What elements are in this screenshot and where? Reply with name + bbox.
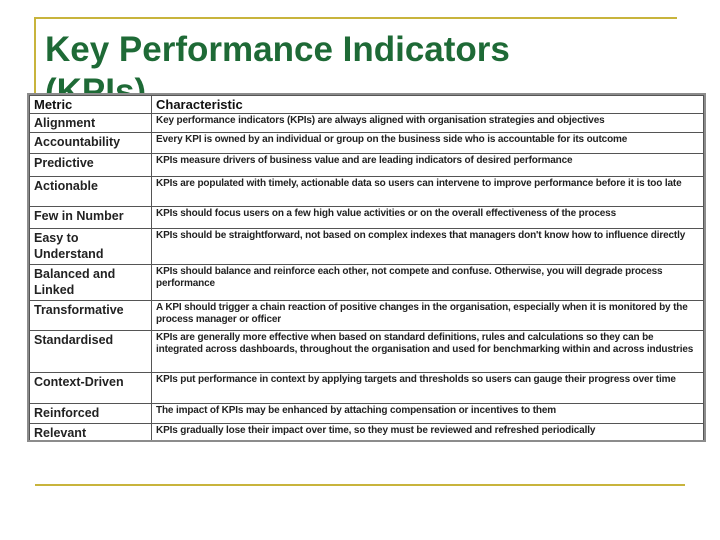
table-row: Accountability Every KPI is owned by an i… (29, 132, 704, 154)
characteristic-cell: Every KPI is owned by an individual or g… (151, 132, 704, 154)
top-rule (35, 17, 677, 19)
slide-title: Key Performance Indicators (45, 30, 510, 69)
characteristic-cell: KPIs should balance and reinforce each o… (151, 264, 704, 301)
bottom-rule (35, 484, 685, 486)
metric-cell: Few in Number (29, 206, 152, 229)
header-row: Metric Characteristic (29, 95, 704, 114)
characteristic-cell: The impact of KPIs may be enhanced by at… (151, 403, 704, 424)
characteristic-cell: KPIs should focus users on a few high va… (151, 206, 704, 229)
table-row: Alignment Key performance indicators (KPI… (29, 113, 704, 133)
metric-cell: Accountability (29, 132, 152, 154)
metric-cell: Actionable (29, 176, 152, 207)
table-row: Few in Number KPIs should focus users on … (29, 206, 704, 229)
side-rule (34, 17, 36, 97)
metric-cell: Alignment (29, 113, 152, 133)
characteristic-cell: KPIs put performance in context by apply… (151, 372, 704, 404)
characteristic-cell: A KPI should trigger a chain reaction of… (151, 300, 704, 331)
table-row: Standardised KPIs are generally more effe… (29, 330, 704, 373)
metric-cell: Context-Driven (29, 372, 152, 404)
table-row: Reinforced The impact of KPIs may be enha… (29, 403, 704, 424)
characteristic-cell: KPIs are populated with timely, actionab… (151, 176, 704, 207)
header-cell: Characteristic (151, 95, 704, 114)
metric-cell: Easy to Understand (29, 228, 152, 265)
metric-cell: Transformative (29, 300, 152, 331)
table-row: Balanced and Linked KPIs should balance a… (29, 264, 704, 301)
kpi-table: Metric Characteristic Alignment Key perfo… (29, 95, 704, 440)
table-row: Predictive KPIs measure drivers of busine… (29, 153, 704, 177)
table-row: Context-Driven KPIs put performance in co… (29, 372, 704, 404)
characteristic-cell: Key performance indicators (KPIs) are al… (151, 113, 704, 133)
characteristic-cell: KPIs gradually lose their impact over ti… (151, 423, 704, 440)
metric-cell: Relevant (29, 423, 152, 440)
metric-cell: Balanced and Linked (29, 264, 152, 301)
header-cell: Metric (29, 95, 152, 114)
table-row: Relevant KPIs gradually lose their impact… (29, 423, 704, 440)
kpi-table-frame: Metric Characteristic Alignment Key perfo… (27, 93, 706, 442)
characteristic-cell: KPIs measure drivers of business value a… (151, 153, 704, 177)
table-row: Easy to Understand KPIs should be straigh… (29, 228, 704, 265)
metric-cell: Predictive (29, 153, 152, 177)
table-row: Transformative A KPI should trigger a cha… (29, 300, 704, 331)
characteristic-cell: KPIs should be straightforward, not base… (151, 228, 704, 265)
metric-cell: Reinforced (29, 403, 152, 424)
metric-cell: Standardised (29, 330, 152, 373)
characteristic-cell: KPIs are generally more effective when b… (151, 330, 704, 373)
table-row: Actionable KPIs are populated with timely… (29, 176, 704, 207)
